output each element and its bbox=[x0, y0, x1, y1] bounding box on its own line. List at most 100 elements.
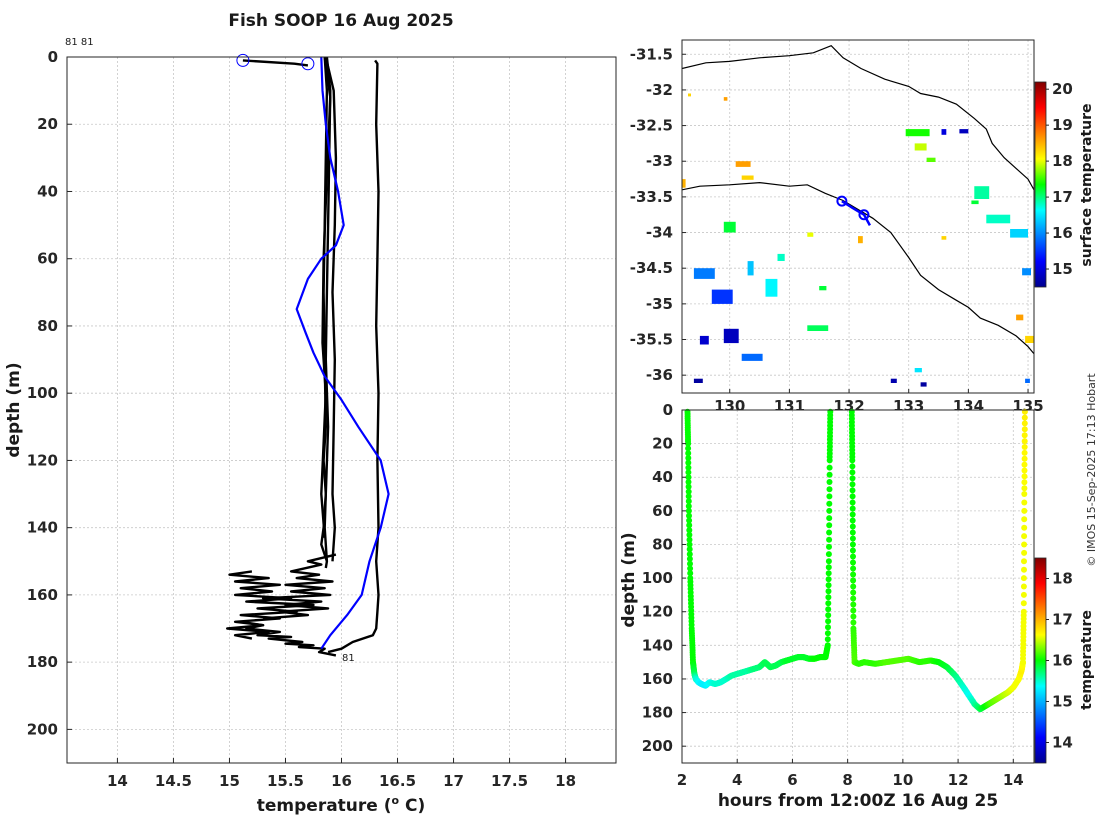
temperature-point bbox=[826, 522, 833, 529]
map-y-tick-label: -34.5 bbox=[630, 259, 673, 277]
profile-y-tick-label: 20 bbox=[37, 115, 58, 133]
temperature-point bbox=[1021, 524, 1028, 531]
temperature-point bbox=[1021, 444, 1028, 450]
temperature-point bbox=[687, 570, 694, 577]
temperature-point bbox=[1021, 533, 1028, 540]
temperature-point bbox=[825, 588, 832, 595]
temperature-profile-chart: 14 14.5 15 15.5 16 16.5 17 17.5 18 0 20 40 60 80 100 1… bbox=[4, 37, 617, 816]
map-y-tick-label: -33.5 bbox=[630, 188, 673, 206]
temperature-point bbox=[685, 450, 692, 457]
fish-profile-line bbox=[261, 553, 337, 620]
temperature-point bbox=[849, 469, 856, 476]
timeseries-x-tick-label: 14 bbox=[1003, 771, 1024, 789]
temperature-point bbox=[825, 582, 832, 589]
map-y-tick-label: -31.5 bbox=[630, 45, 673, 63]
temperature-point bbox=[825, 594, 832, 601]
map-y-tick-label: -35 bbox=[646, 295, 673, 313]
map-y-tick-label: -35.5 bbox=[630, 331, 673, 349]
temperature-point bbox=[1021, 438, 1028, 445]
temperature-point bbox=[1021, 420, 1028, 427]
temperature-point bbox=[686, 531, 693, 538]
fish-profile-line bbox=[240, 620, 337, 657]
temperature-point bbox=[850, 607, 857, 614]
temperature-colorbar-tick: 15 bbox=[1052, 693, 1073, 711]
temperature-point bbox=[685, 483, 692, 490]
temperature-point bbox=[826, 471, 833, 478]
temperature-point bbox=[849, 547, 856, 554]
temperature-point bbox=[825, 624, 831, 631]
sst-patch bbox=[914, 143, 927, 151]
ctd-profile-line bbox=[295, 56, 390, 650]
temperature-point bbox=[686, 517, 693, 524]
sst-patch bbox=[905, 129, 930, 137]
fish-profile-line bbox=[320, 56, 332, 538]
sst-patch bbox=[941, 236, 947, 240]
temperature-point bbox=[826, 507, 833, 514]
temperature-point bbox=[685, 474, 692, 481]
sst-patch bbox=[1022, 268, 1031, 276]
temperature-point bbox=[825, 618, 832, 625]
profile-y-tick-label: 160 bbox=[27, 586, 58, 604]
sst-colorbar-tick: 16 bbox=[1052, 224, 1073, 242]
temperature-point bbox=[850, 565, 857, 572]
temperature-point bbox=[850, 553, 856, 560]
temperature-point bbox=[825, 570, 832, 577]
temperature-point bbox=[685, 479, 692, 485]
temperature-point bbox=[1020, 591, 1027, 598]
temperature-point bbox=[849, 499, 856, 506]
temperature-colorbar-tick: 18 bbox=[1052, 570, 1073, 588]
temperature-colorbar-tick: 16 bbox=[1052, 652, 1073, 670]
map-y-tick-label: -33 bbox=[646, 152, 673, 170]
temperature-point bbox=[686, 541, 693, 548]
profile-x-tick-label: 16 bbox=[331, 772, 352, 790]
temperature-point bbox=[850, 601, 857, 608]
sst-patch bbox=[741, 175, 754, 180]
sst-patch bbox=[974, 186, 990, 199]
temperature-point bbox=[1020, 583, 1027, 590]
profile-x-tick-label: 17.5 bbox=[491, 772, 528, 790]
timeseries-x-tick-label: 6 bbox=[787, 771, 797, 789]
timeseries-axes-frame bbox=[681, 409, 1035, 764]
profile-y-tick-label: 40 bbox=[37, 182, 58, 200]
sst-patch bbox=[819, 286, 827, 291]
temperature-point bbox=[685, 493, 692, 500]
temperature-point bbox=[685, 464, 692, 471]
profile-y-tick-label: 100 bbox=[27, 384, 58, 402]
timeseries-y-tick-label: 120 bbox=[642, 603, 673, 621]
timeseries-y-tick-label: 180 bbox=[642, 704, 673, 722]
fish-profile-line bbox=[324, 56, 338, 562]
profile-y-axis-label: depth (m) bbox=[4, 362, 24, 457]
temperature-point bbox=[824, 636, 831, 643]
map-y-tick-label: -32 bbox=[646, 81, 673, 99]
sst-patch bbox=[986, 214, 1011, 224]
temperature-point bbox=[685, 498, 692, 505]
sst-patch bbox=[890, 378, 897, 383]
sst-patch bbox=[765, 278, 778, 297]
sst-patch bbox=[1016, 314, 1024, 321]
profile-y-tick-label: 60 bbox=[37, 250, 58, 268]
timeseries-y-tick-label: 80 bbox=[652, 535, 673, 553]
timeseries-x-tick-label: 12 bbox=[948, 771, 969, 789]
profile-top-annotation: 81 81 bbox=[65, 37, 94, 48]
temperature-point bbox=[685, 469, 692, 476]
temperature-point bbox=[687, 560, 693, 567]
temperature-point bbox=[685, 455, 692, 461]
temperature-point bbox=[685, 507, 692, 514]
sst-patch bbox=[1025, 335, 1034, 343]
temperature-point bbox=[849, 511, 856, 518]
profile-x-tick-label: 15 bbox=[219, 772, 240, 790]
timeseries-y-axis-label: depth (m) bbox=[619, 532, 639, 627]
temperature-point bbox=[1021, 461, 1028, 468]
sst-colorbar-tick: 17 bbox=[1052, 188, 1073, 206]
timeseries-y-tick-label: 140 bbox=[642, 636, 673, 654]
sst-patch bbox=[693, 378, 703, 383]
temperature-point bbox=[686, 555, 693, 562]
temperature-point bbox=[850, 589, 857, 596]
temperature-point bbox=[826, 493, 833, 500]
temperature-point bbox=[1021, 414, 1028, 421]
temperature-point bbox=[849, 505, 856, 512]
timeseries-y-tick-label: 60 bbox=[652, 502, 673, 520]
temperature-point bbox=[1021, 566, 1027, 573]
depth-timeseries-chart: 2 4 6 8 10 12 14 0 20 40 60 80 100 120 140 160 180 200 1… bbox=[619, 401, 1095, 811]
profile-y-tick-label: 80 bbox=[37, 317, 58, 335]
